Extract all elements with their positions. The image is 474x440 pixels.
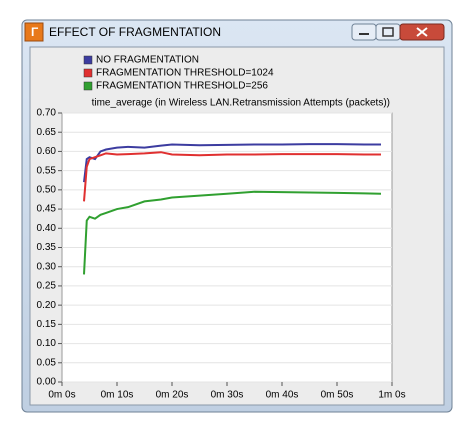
y-tick-label: 0.60	[37, 146, 57, 157]
legend-label: NO FRAGMENTATION	[96, 55, 199, 66]
y-tick-label: 0.00	[37, 377, 57, 388]
y-tick-label: 0.55	[37, 165, 57, 176]
y-tick-label: 0.65	[37, 127, 57, 138]
legend-swatch	[83, 81, 93, 91]
app-icon	[24, 22, 44, 42]
x-tick-label: 0m 30s	[211, 390, 244, 401]
close-glyph	[416, 27, 428, 37]
y-tick-label: 0.35	[37, 242, 57, 253]
legend-label: FRAGMENTATION THRESHOLD=256	[96, 81, 268, 92]
chart-layer: 0.00 0.05 0.10 0.15 0.20 0.25 0.30 0.35 0.40 0.45…	[37, 55, 406, 401]
y-tick-label: 0.25	[37, 281, 57, 292]
series-line	[83, 151, 381, 202]
x-tick-label: 0m 0s	[48, 390, 75, 401]
maximize-button[interactable]	[375, 23, 401, 41]
legend-swatch	[83, 55, 93, 65]
y-tick-label: 0.20	[37, 300, 57, 311]
x-tick-label: 0m 10s	[101, 390, 134, 401]
legend-swatch	[83, 68, 93, 78]
y-tick-label: 0.15	[37, 319, 57, 330]
minimize-button[interactable]	[351, 23, 377, 41]
y-axis-label: time_average (in Wireless LAN.Retransmis…	[92, 98, 390, 109]
x-tick-label: 0m 50s	[321, 390, 354, 401]
y-tick-label: 0.05	[37, 357, 57, 368]
maximize-glyph	[382, 27, 394, 37]
x-tick-label: 1m 0s	[378, 390, 405, 401]
y-tick-label: 0.40	[37, 223, 57, 234]
window-title: EFFECT OF FRAGMENTATION	[49, 25, 221, 39]
y-tick-label: 0.45	[37, 204, 57, 215]
y-tick-label: 0.30	[37, 261, 57, 272]
series-line	[83, 190, 382, 275]
app-icon-glyph: Γ	[31, 25, 39, 39]
x-tick-label: 0m 40s	[266, 390, 299, 401]
y-tick-label: 0.70	[37, 108, 57, 119]
series-line	[83, 143, 381, 183]
x-tick-label: 0m 20s	[156, 390, 189, 401]
y-tick-label: 0.50	[37, 184, 57, 195]
y-tick-label: 0.10	[37, 338, 57, 349]
legend-label: FRAGMENTATION THRESHOLD=1024	[96, 68, 274, 79]
